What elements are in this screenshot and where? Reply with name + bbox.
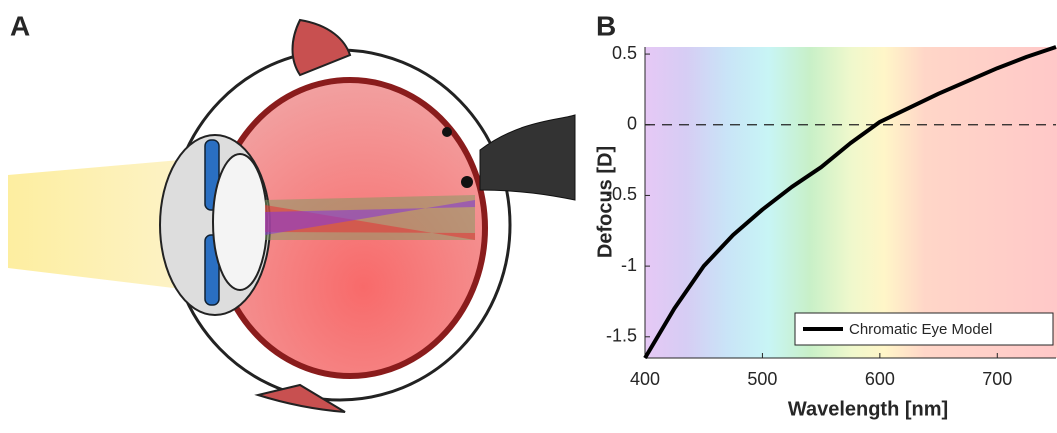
x-tick-label: 400 (630, 369, 660, 389)
x-tick-label: 600 (865, 369, 895, 389)
y-tick-label: 0 (627, 114, 637, 134)
y-tick-label: 0.5 (612, 43, 637, 63)
x-axis-title: Wavelength [nm] (788, 398, 948, 420)
panel-label: A (10, 10, 30, 41)
series-line (643, 45, 1057, 360)
x-tick-label: 500 (747, 369, 777, 389)
legend-box (794, 312, 1054, 346)
panel-label: B (596, 10, 616, 41)
y-tick-label: -1.5 (606, 326, 637, 346)
eye-illustration (8, 18, 576, 413)
y-tick-label: -0.5 (606, 184, 637, 204)
legend-label: Chromatic Eye Model (849, 321, 992, 338)
y-tick-label: -1 (621, 255, 637, 275)
spectrum-background (645, 47, 1057, 358)
x-tick-label: 700 (982, 369, 1012, 389)
y-axis-title: Defocus [D] (594, 146, 616, 258)
